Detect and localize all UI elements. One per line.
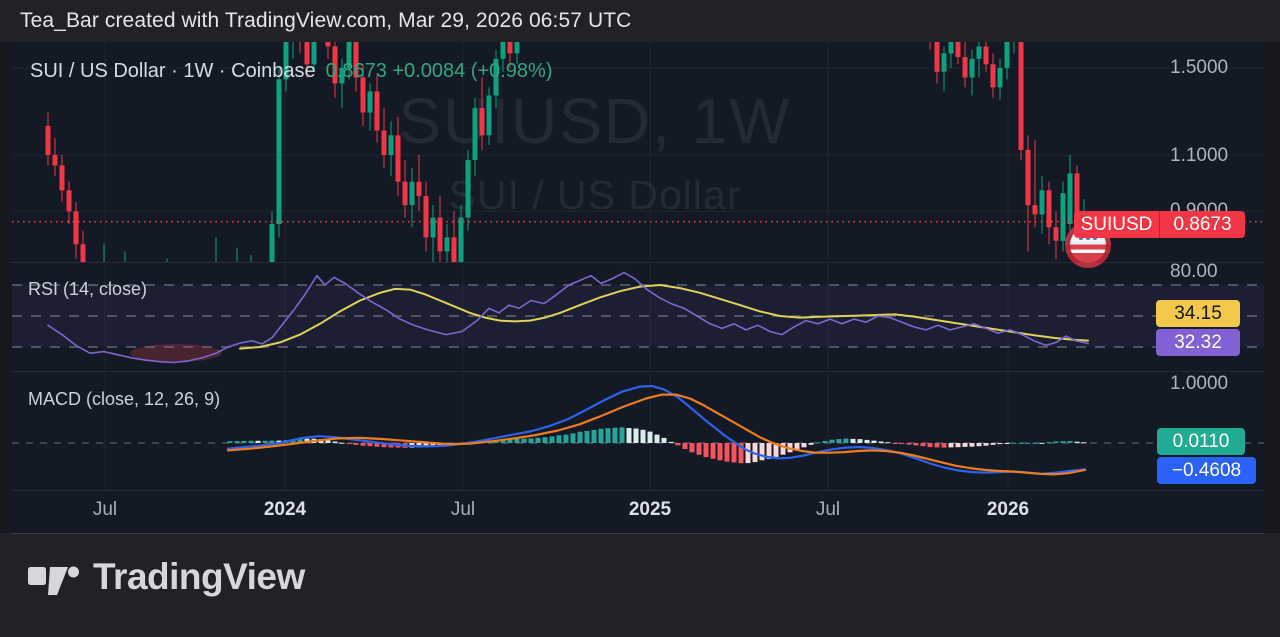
logo-dots: [1079, 236, 1083, 240]
tradingview-logo[interactable]: TradingView: [28, 556, 305, 598]
time-tick-month: Jul: [450, 499, 476, 520]
symbol-badge-price: 0.8673: [1173, 213, 1232, 235]
macd-legend[interactable]: MACD (close, 12, 26, 9): [28, 389, 221, 409]
macd-axis-label: 1.0000: [1170, 373, 1229, 394]
price-axis-label: 1.5000: [1170, 57, 1229, 78]
time-tick-month: Jul: [92, 499, 118, 520]
badge-divider: [1159, 211, 1160, 238]
macd-pane-canvas[interactable]: [12, 373, 1264, 490]
tradingview-logo-icon: [28, 566, 79, 595]
right-margin: [1264, 42, 1280, 533]
rsi-ma-value-badge: 34.15: [1156, 300, 1240, 327]
symbol-legend-title: SUI / US Dollar · 1W · Coinbase: [30, 60, 316, 82]
price-axis-label: 1.1000: [1170, 145, 1229, 166]
symbol-price-badge: SUIUSD 0.8673: [1074, 211, 1245, 238]
time-axis[interactable]: Jul 2024 Jul 2025 Jul 2026: [12, 492, 1264, 532]
time-tick-year: 2026: [986, 499, 1030, 520]
tradingview-logo-text: TradingView: [93, 556, 305, 597]
symbol-badge-ticker: SUIUSD: [1080, 213, 1153, 235]
time-tick-year: 2024: [263, 499, 307, 520]
macd-line-value-badge: −0.4608: [1157, 457, 1256, 484]
time-tick-year: 2025: [628, 499, 672, 520]
pane-separator[interactable]: [12, 262, 1264, 263]
rsi-pane-canvas[interactable]: [12, 264, 1264, 371]
pane-separator[interactable]: [12, 371, 1264, 372]
left-margin: [0, 42, 12, 533]
attribution-bar: Tea_Bar created with TradingView.com, Ma…: [0, 0, 1280, 42]
macd-histogram-value-badge: 0.0110: [1157, 428, 1245, 455]
attribution-text: Tea_Bar created with TradingView.com, Ma…: [20, 9, 632, 32]
symbol-legend[interactable]: SUI / US Dollar · 1W · Coinbase 0.8673 +0…: [30, 60, 553, 83]
legend-change: +0.0084 (+0.98%): [392, 60, 553, 82]
rsi-value-badge: 32.32: [1156, 329, 1240, 356]
pane-separator: [12, 490, 1264, 491]
time-tick-month: Jul: [815, 499, 841, 520]
rsi-axis-label: 80.00: [1170, 261, 1218, 282]
price-chart-canvas[interactable]: [12, 42, 1264, 262]
rsi-legend[interactable]: RSI (14, close): [28, 279, 148, 299]
legend-last-price: 0.8673: [325, 60, 387, 82]
